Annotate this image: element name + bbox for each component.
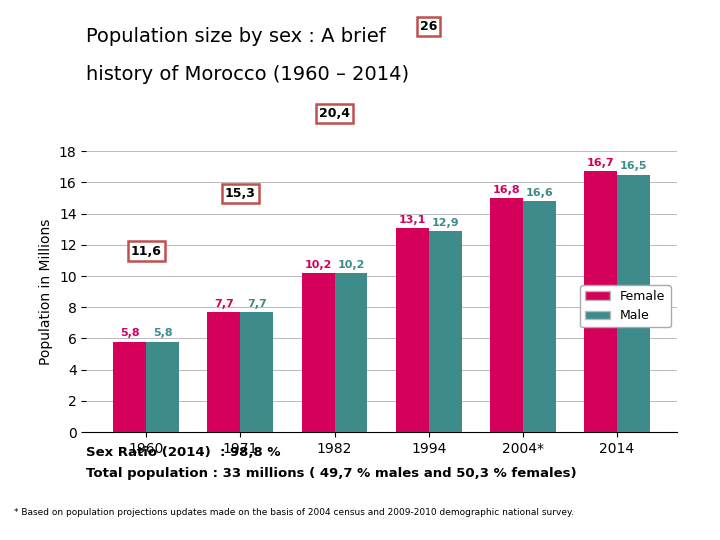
Text: 13,1: 13,1 [398, 214, 426, 225]
Bar [584, 172, 617, 432]
Bar [302, 273, 335, 432]
Text: 7,7: 7,7 [214, 299, 234, 309]
Bar [617, 174, 650, 432]
Bar [146, 341, 179, 432]
Text: 15,3: 15,3 [225, 187, 256, 200]
Text: Total population : 33 millions ( 49,7 % males and 50,3 % females): Total population : 33 millions ( 49,7 % … [86, 467, 577, 480]
Text: 16,8: 16,8 [492, 185, 520, 195]
Bar [113, 341, 146, 432]
Bar [428, 231, 462, 432]
Text: history of Morocco (1960 – 2014): history of Morocco (1960 – 2014) [86, 65, 410, 84]
Text: Sex Ratio (2014)  : 98,8 %: Sex Ratio (2014) : 98,8 % [86, 446, 281, 458]
Text: 26: 26 [420, 20, 437, 33]
Text: 20,4: 20,4 [319, 107, 350, 120]
Text: 11,6: 11,6 [131, 245, 161, 258]
Text: * Based on population projections updates made on the basis of 2004 census and 2: * Based on population projections update… [14, 508, 575, 517]
Text: 12,9: 12,9 [431, 218, 459, 228]
Text: Population size by sex : A brief: Population size by sex : A brief [86, 27, 386, 46]
Bar [490, 198, 523, 432]
Text: 10,2: 10,2 [337, 260, 365, 270]
Text: 16,6: 16,6 [526, 188, 553, 198]
Bar [207, 312, 240, 432]
Bar [523, 201, 556, 432]
Text: 16,5: 16,5 [620, 161, 647, 172]
Bar [335, 273, 367, 432]
Text: 16,7: 16,7 [587, 158, 614, 168]
Bar [240, 312, 274, 432]
Legend: Female, Male: Female, Male [580, 285, 670, 327]
Y-axis label: Population in Millions: Population in Millions [40, 218, 53, 365]
Text: 5,8: 5,8 [120, 328, 140, 339]
Text: 5,8: 5,8 [153, 328, 173, 339]
Text: 10,2: 10,2 [305, 260, 332, 270]
Bar [396, 228, 428, 432]
Text: 7,7: 7,7 [247, 299, 266, 309]
